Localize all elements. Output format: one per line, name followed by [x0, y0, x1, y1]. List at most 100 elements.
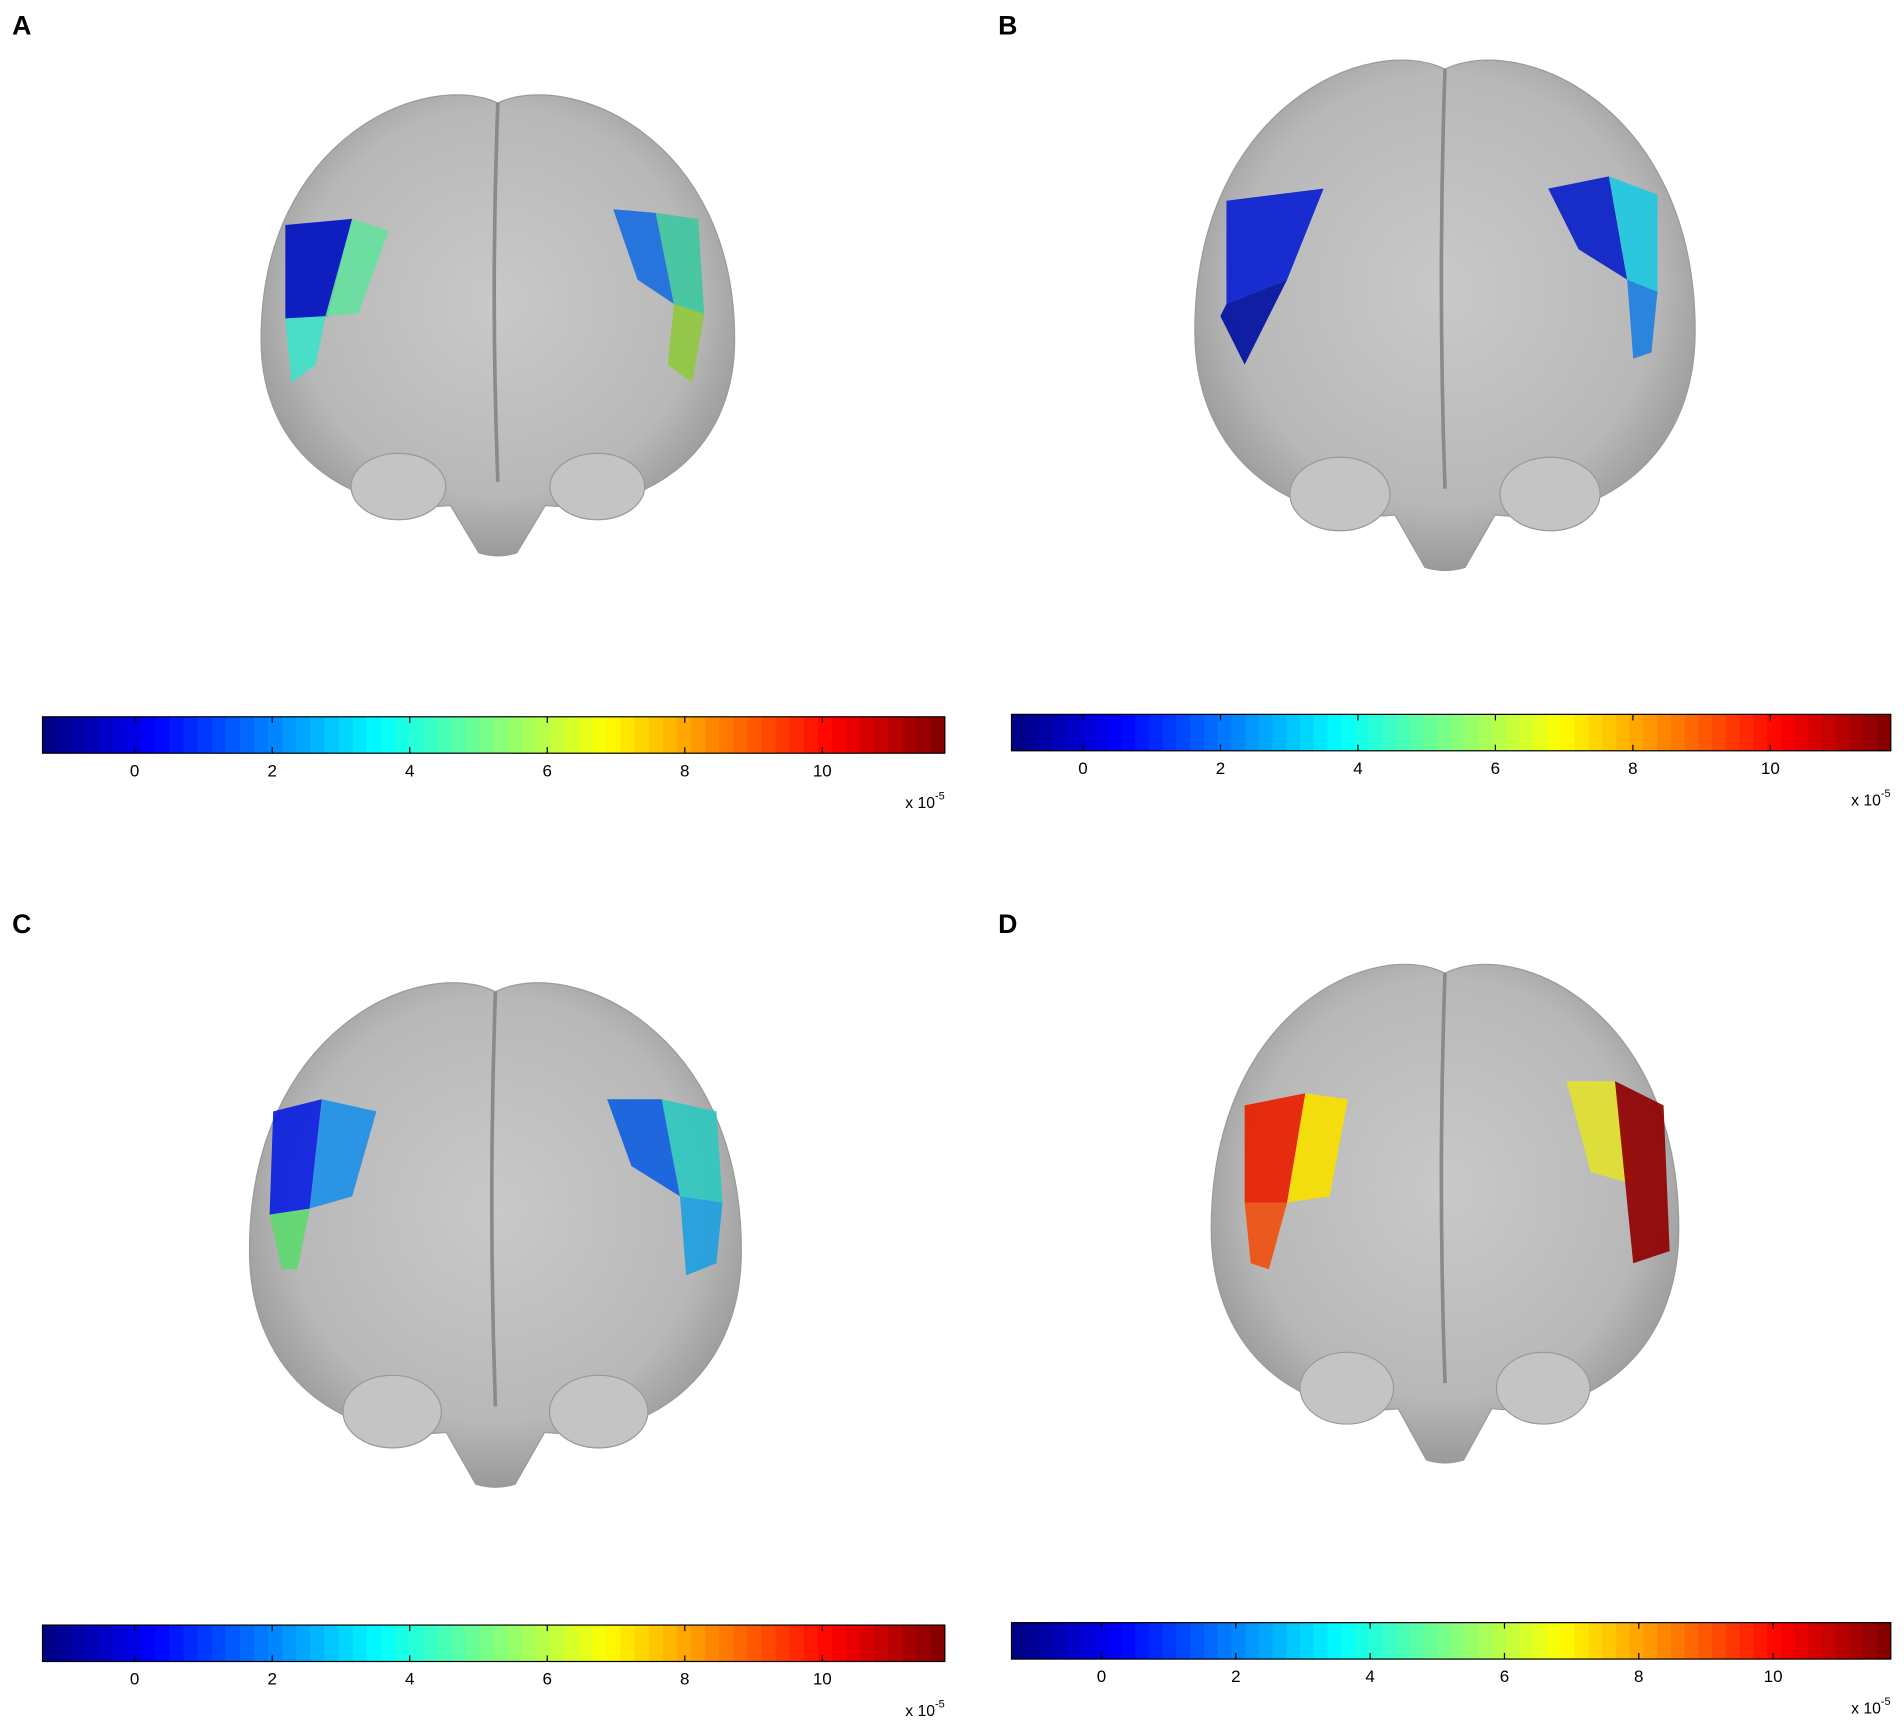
colorbar-swatch [98, 716, 114, 754]
colorbar-swatch [846, 716, 861, 754]
cerebellum [342, 1374, 442, 1449]
cerebellum [548, 1374, 649, 1449]
colorbar-swatch [423, 716, 438, 754]
colorbar-swatch [1176, 1622, 1191, 1660]
colorbar-swatch [1835, 714, 1851, 751]
colorbar-frame [41, 1624, 946, 1663]
cerebellum [1499, 456, 1601, 532]
colorbar-swatch [521, 716, 537, 754]
colorbar-swatch [902, 1625, 918, 1662]
colorbar-swatch [1657, 1622, 1672, 1660]
colorbar-swatch [56, 1625, 72, 1662]
brain-region [680, 1196, 723, 1276]
tick-label: 8 [680, 761, 689, 780]
midline [489, 991, 498, 1407]
colorbar-swatch [1506, 714, 1521, 751]
colorbar-swatch [409, 716, 424, 754]
colorbar-swatch [1121, 1622, 1136, 1660]
tick-label: 8 [680, 1670, 689, 1689]
colorbar-swatch [606, 716, 622, 754]
panel: C 0 2 4 6 8 10 x 10 -5 [12, 909, 946, 1720]
colorbar-swatch [578, 1625, 594, 1662]
colorbar-swatch [127, 716, 142, 754]
colorbar-swatch [705, 716, 720, 754]
tick-label: 2 [267, 1670, 276, 1689]
colorbar-swatch [70, 1625, 86, 1662]
tick-label: 10 [813, 761, 832, 780]
colorbar-swatch [1121, 714, 1136, 751]
colorbar-swatch [1629, 1622, 1645, 1660]
cerebellum [350, 452, 447, 521]
midline [1439, 69, 1447, 489]
colorbar-swatch [775, 1625, 791, 1662]
colorbar-swatch [479, 1625, 495, 1662]
brain-region [661, 1099, 723, 1203]
multiplier: x 10 [1851, 792, 1881, 809]
colorbar-swatch [1684, 714, 1700, 751]
colorbar-swatch [1313, 714, 1329, 751]
colorbar-swatch [719, 716, 734, 754]
colorbar-swatch [423, 1625, 438, 1662]
brain-region [607, 1099, 680, 1197]
colorbar-swatch [1506, 1622, 1521, 1660]
colorbar-swatch [1423, 714, 1439, 751]
colorbar-swatch [620, 1625, 636, 1662]
colorbar-swatch [1011, 714, 1026, 751]
brain-surface [1210, 963, 1680, 1464]
colorbar-swatch [1093, 1622, 1109, 1660]
tick-label: 2 [1216, 759, 1225, 778]
colorbar-swatch [1794, 1622, 1809, 1660]
tick-label: 6 [1500, 1667, 1509, 1686]
brain-region [1548, 176, 1628, 280]
colorbar-swatch [352, 1625, 368, 1662]
tick-label: 0 [130, 1670, 139, 1689]
cerebellum [1289, 456, 1391, 532]
colorbar-swatch [874, 1625, 890, 1662]
colorbar-swatch [1808, 714, 1823, 751]
colorbar-swatch [1753, 1622, 1768, 1660]
colorbar-swatch [1437, 714, 1452, 751]
colorbar-swatch [1643, 1622, 1658, 1660]
colorbar-swatch [789, 716, 805, 754]
midline [1439, 973, 1447, 1384]
brain-surface [248, 982, 742, 1488]
colorbar-swatch [1698, 714, 1713, 751]
brain-region [1615, 1081, 1670, 1264]
colorbar-swatch [662, 1625, 678, 1662]
colorbar-swatch [1423, 1622, 1439, 1660]
tick-label: 4 [405, 1670, 414, 1689]
colorbar-swatch [253, 716, 269, 754]
colorbar-swatch [1107, 1622, 1123, 1660]
colorbar-swatch [1038, 1622, 1054, 1660]
colorbar-swatch [1217, 714, 1233, 751]
colorbar-swatch [916, 716, 932, 754]
colorbar-swatch [1547, 714, 1562, 751]
panel: B 0 2 4 6 8 10 x 10 -5 [998, 10, 1892, 809]
colorbar-swatch [380, 716, 396, 754]
colorbar-swatch [465, 716, 481, 754]
colorbar-swatch [620, 716, 636, 754]
colorbar-swatch [1354, 1622, 1370, 1660]
colorbar-swatch [888, 1625, 904, 1662]
colorbar-swatch [1849, 1622, 1864, 1660]
brain-region [1244, 1202, 1288, 1270]
colorbar-swatch [112, 716, 128, 754]
colorbar-swatch [733, 1625, 749, 1662]
colorbar-swatch [1382, 1622, 1397, 1660]
tick-label: 8 [1634, 1667, 1643, 1686]
tick-label: 4 [405, 761, 414, 780]
colorbar-swatch [817, 1625, 833, 1662]
colorbar-swatch [1245, 1622, 1260, 1660]
colorbar-swatch [719, 1625, 734, 1662]
colorbar-swatch [634, 716, 650, 754]
colorbar-swatch [1066, 714, 1081, 751]
colorbar-swatch [648, 716, 664, 754]
brain [1210, 963, 1680, 1464]
colorbar-swatch [1203, 1622, 1219, 1660]
colorbar-swatch [1849, 714, 1864, 751]
colorbar-swatch [1547, 1622, 1562, 1660]
panel-label: A [12, 10, 31, 40]
colorbar-swatch [648, 1625, 664, 1662]
colorbar-swatch [268, 1625, 283, 1662]
colorbar-swatch [564, 716, 579, 754]
